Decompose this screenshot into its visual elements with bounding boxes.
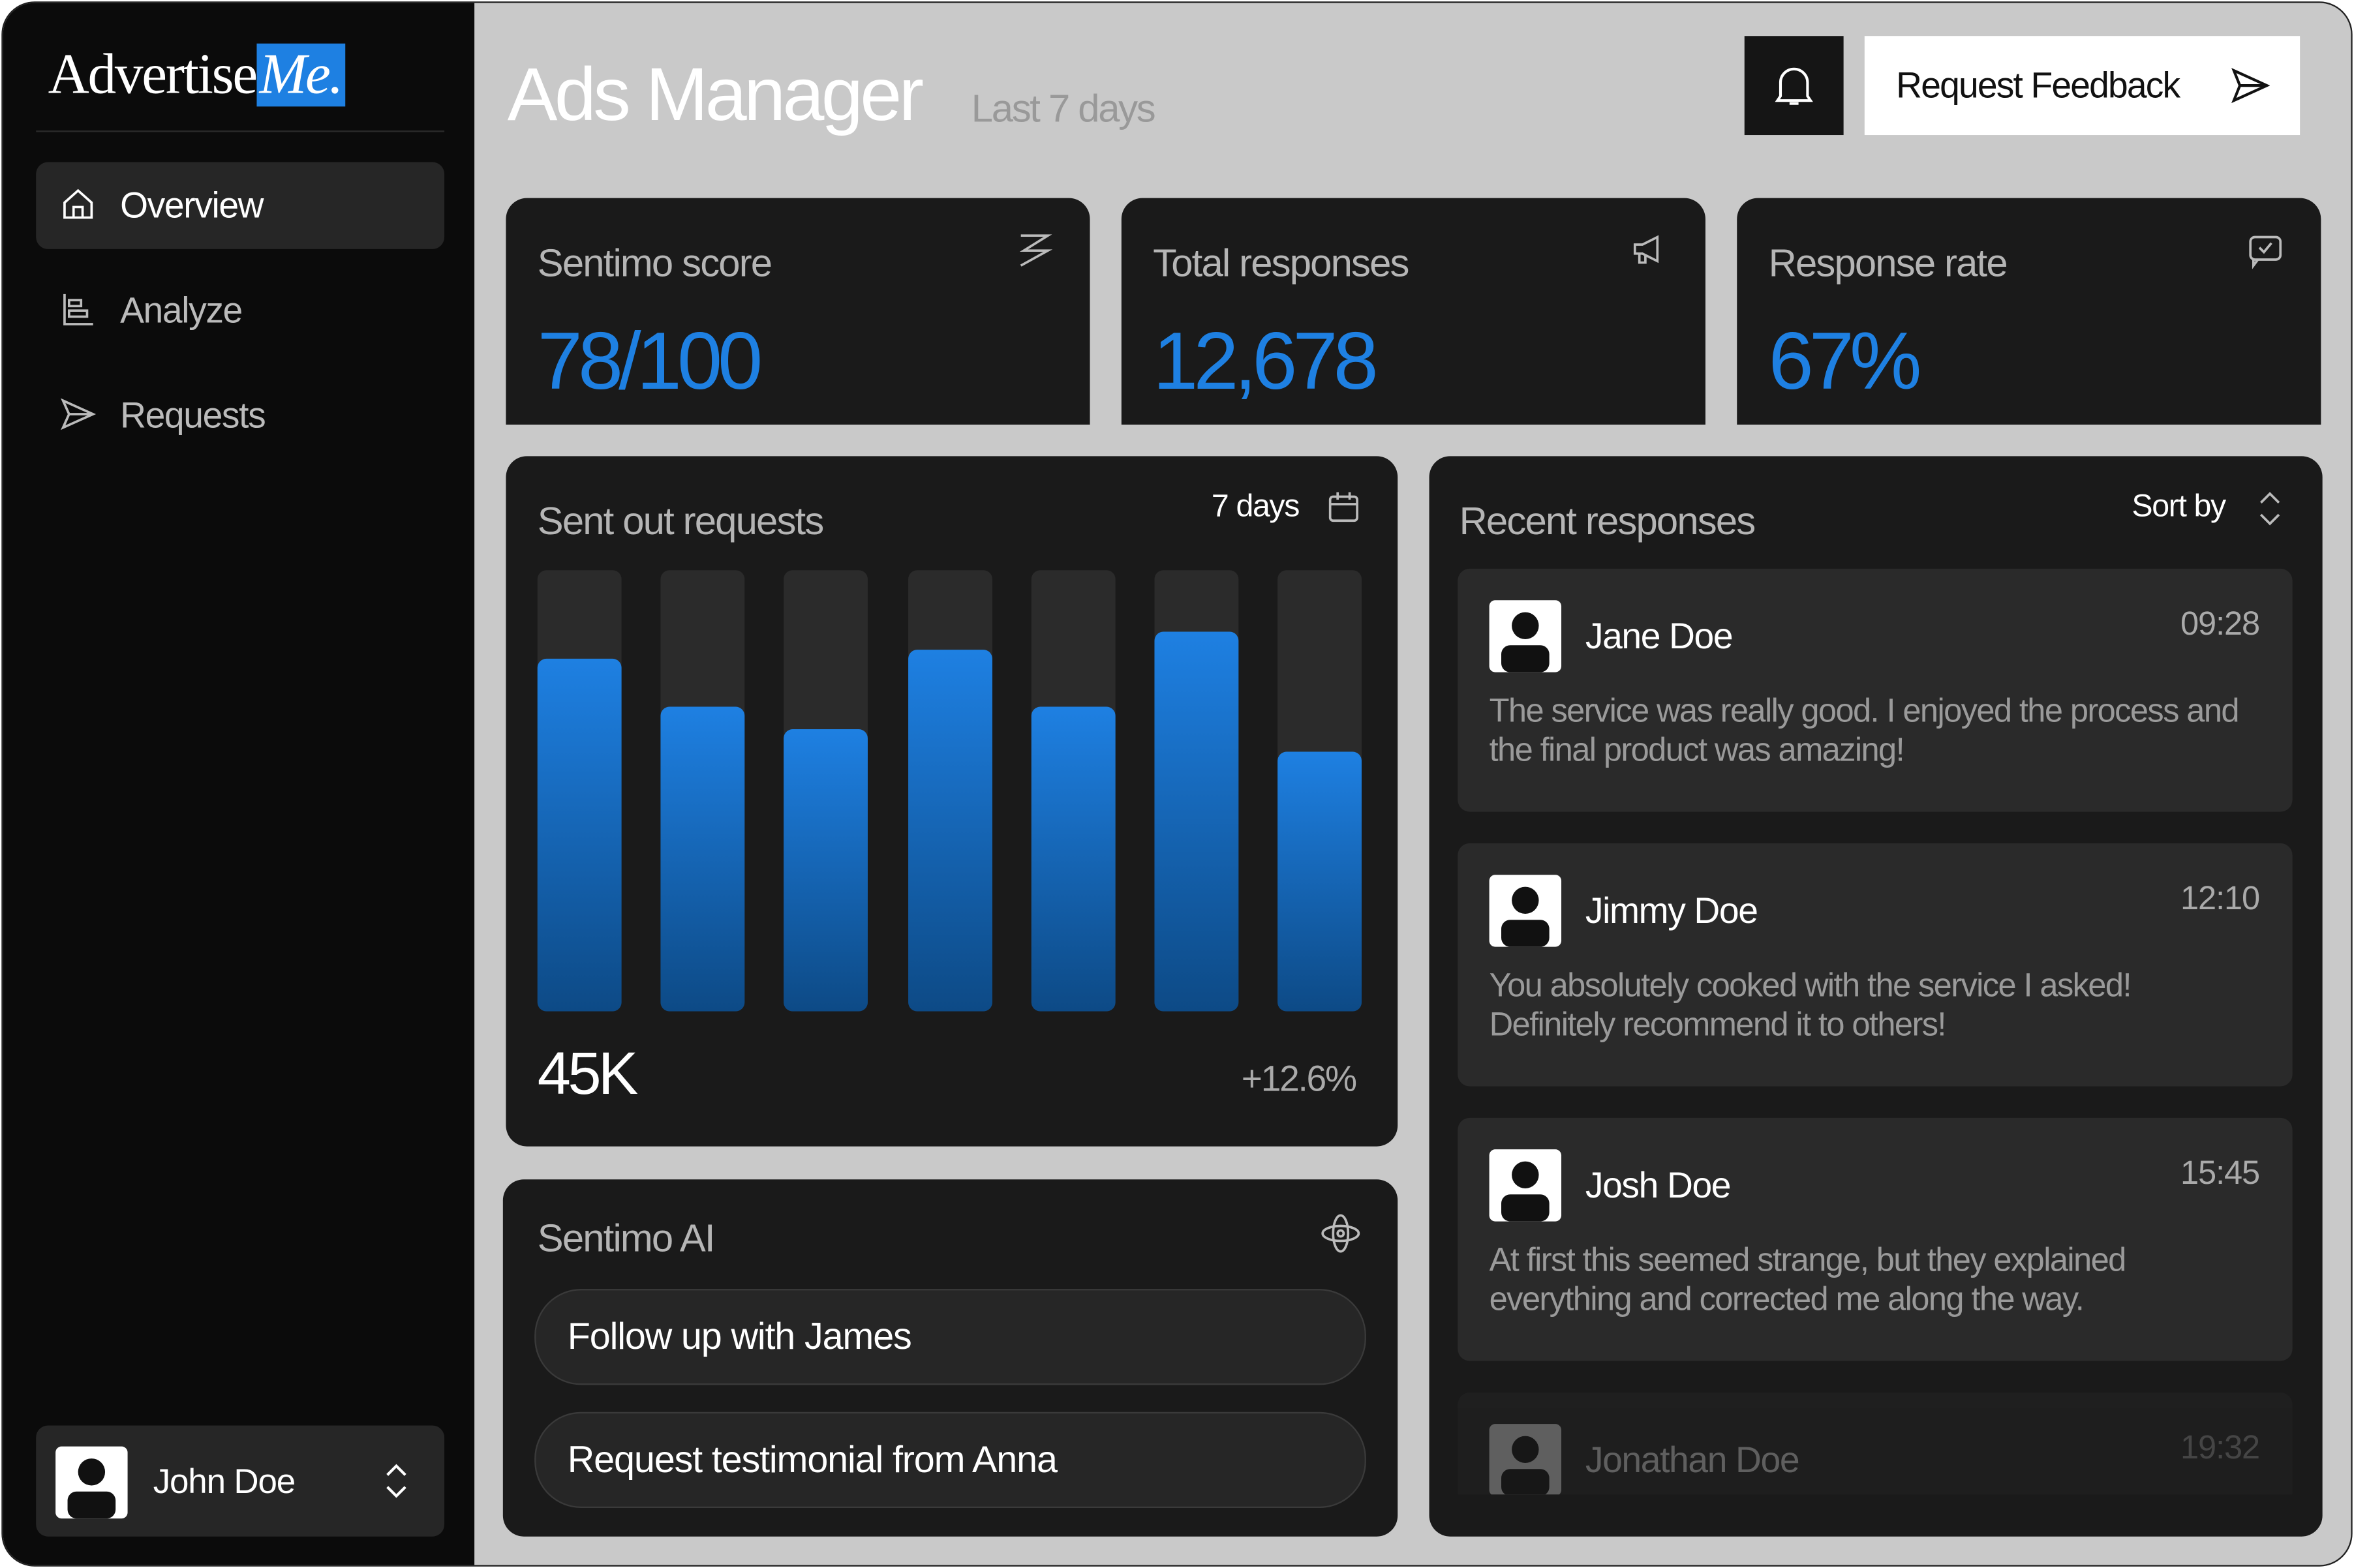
response-time: 12:10 xyxy=(2180,879,2260,917)
user-name: John Doe xyxy=(153,1461,296,1501)
ai-suggestion[interactable]: Request testimonial from Anna xyxy=(534,1411,1366,1509)
response-card: Josh Doe 15:45 At first this seemed strang… xyxy=(1458,1117,2293,1361)
logo: Advertise Me. xyxy=(48,42,345,108)
nav-label: Overview xyxy=(120,186,264,227)
user-switcher[interactable]: John Doe xyxy=(36,1425,445,1537)
send-icon xyxy=(61,398,97,430)
response-text: At first this seemed strange, but they e… xyxy=(1489,1241,2127,1318)
stat-label: Response rate xyxy=(1768,240,2008,286)
stat-value: 67% xyxy=(1768,316,1922,407)
nav-item[interactable]: Overview xyxy=(36,162,445,249)
request-feedback-button[interactable]: Request Feedback xyxy=(1864,36,2300,136)
stat-icon xyxy=(1633,235,1659,264)
logo-accent: Me. xyxy=(256,43,345,107)
nav-item[interactable]: Requests xyxy=(36,372,444,459)
stat-card: Response rate 67% xyxy=(1737,198,2321,425)
bar xyxy=(537,658,622,1012)
nav-label: Requests xyxy=(120,396,266,437)
chart-icon xyxy=(63,294,93,325)
avatar xyxy=(1489,600,1562,672)
bar xyxy=(660,706,745,1012)
ai-icon xyxy=(1321,1214,1360,1253)
suggestion-label: Request testimonial from Anna xyxy=(567,1439,1058,1481)
stat-label: Total responses xyxy=(1153,240,1409,286)
home-icon xyxy=(63,188,93,219)
bell-icon xyxy=(1775,67,1813,105)
stat-icon xyxy=(2249,235,2282,269)
response-name: Josh Doe xyxy=(1585,1166,1732,1207)
response-name: Jonathan Doe xyxy=(1585,1440,1800,1481)
response-text: The service was really good. I enjoyed t… xyxy=(1489,691,2240,768)
stat-label: Sentimo score xyxy=(537,240,772,286)
response-card: Jonathan Doe 19:32 xyxy=(1458,1392,2293,1495)
ai-title: Sentimo AI xyxy=(537,1215,716,1261)
chart-change: +12.6% xyxy=(1241,1059,1357,1100)
chart-card: Sent out requests 7 days 45K +12.6% xyxy=(506,456,1398,1147)
avatar-icon xyxy=(1501,1436,1550,1495)
page-subtitle: Last 7 days xyxy=(971,85,1156,131)
stat-icon xyxy=(1019,234,1053,267)
response-time: 15:45 xyxy=(2180,1154,2260,1192)
avatar-icon xyxy=(1501,1161,1550,1222)
ai-suggestion[interactable]: Follow up with James xyxy=(534,1289,1366,1385)
responses-title: Recent responses xyxy=(1459,498,1756,543)
bar xyxy=(1277,751,1362,1012)
response-name: Jimmy Doe xyxy=(1585,891,1758,932)
response-name: Jane Doe xyxy=(1585,616,1734,657)
sidebar: Advertise Me. Overview Analyze Requests J… xyxy=(3,3,475,1565)
bar xyxy=(784,729,868,1012)
send-icon xyxy=(2231,68,2270,104)
bar xyxy=(907,649,992,1012)
bar xyxy=(1030,706,1115,1012)
calendar-icon xyxy=(1328,492,1358,522)
page-title: Ads Manager xyxy=(507,52,924,137)
notifications-button[interactable] xyxy=(1744,36,1844,136)
period-selector[interactable]: 7 days xyxy=(1211,489,1300,524)
stat-value: 12,678 xyxy=(1153,316,1379,407)
response-card: Jimmy Doe 12:10 You absolutely cooked with… xyxy=(1458,843,2293,1087)
avatar xyxy=(55,1446,128,1519)
nav-item[interactable]: Analyze xyxy=(36,267,444,354)
avatar-icon xyxy=(67,1458,116,1519)
button-label: Request Feedback xyxy=(1896,66,2180,107)
sort-icon xyxy=(2260,492,2280,526)
chevrons xyxy=(386,1464,406,1498)
logo-main: Advertise xyxy=(48,43,258,107)
stat-value: 78/100 xyxy=(537,316,763,407)
response-time: 09:28 xyxy=(2180,605,2260,642)
avatar-icon xyxy=(1501,612,1550,672)
avatar xyxy=(1489,1424,1562,1495)
sort-button[interactable]: Sort by xyxy=(2132,489,2226,524)
response-card: Jane Doe 09:28 The service was really good… xyxy=(1458,568,2293,812)
stat-card: Sentimo score 78/100 xyxy=(506,198,1090,425)
avatar xyxy=(1489,875,1562,947)
chart-title: Sent out requests xyxy=(537,498,825,543)
divider xyxy=(36,130,445,132)
response-time: 19:32 xyxy=(2180,1428,2260,1466)
chart-total: 45K xyxy=(537,1041,639,1108)
avatar-icon xyxy=(1501,886,1550,947)
response-text: You absolutely cooked with the service I… xyxy=(1489,966,2132,1043)
nav-label: Analyze xyxy=(120,291,243,332)
stat-card: Total responses 12,678 xyxy=(1121,198,1705,425)
avatar xyxy=(1489,1149,1562,1222)
bar xyxy=(1154,631,1238,1012)
suggestion-label: Follow up with James xyxy=(567,1316,912,1358)
